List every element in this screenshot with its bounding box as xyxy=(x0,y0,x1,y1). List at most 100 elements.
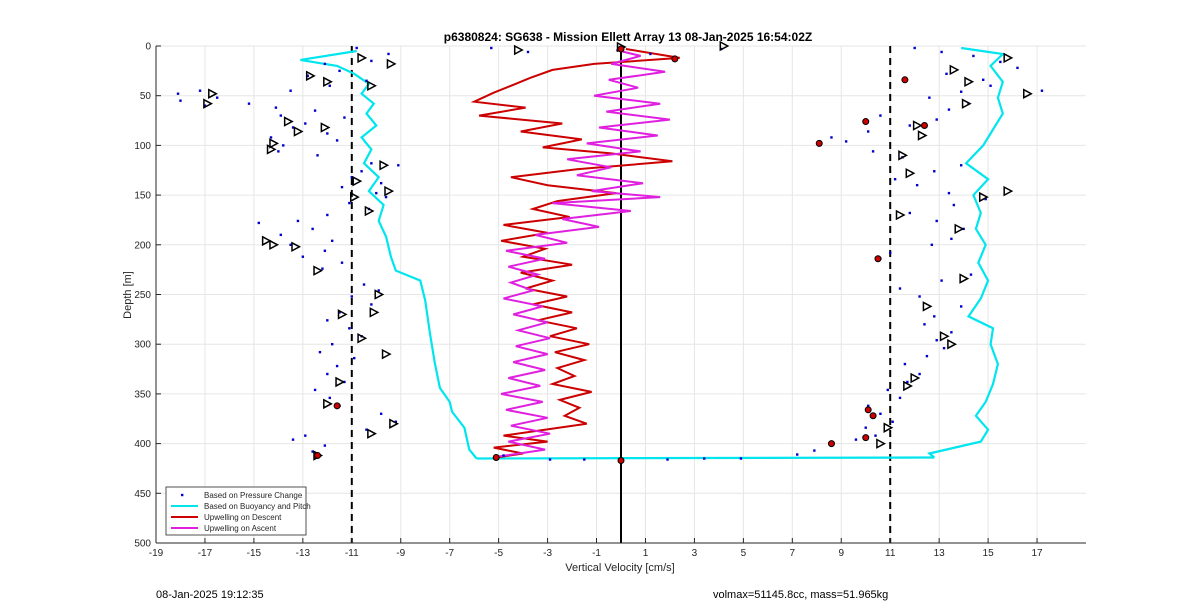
red-marker-6 xyxy=(862,434,870,442)
pressure-point-99 xyxy=(959,305,963,308)
pressure-point-39 xyxy=(257,221,260,225)
pressure-point-92 xyxy=(903,362,907,366)
pressure-point-47 xyxy=(321,267,324,270)
triangle-marker-42 xyxy=(905,167,916,179)
pressure-point-105 xyxy=(889,251,892,254)
pressure-point-139 xyxy=(490,46,493,50)
pressure-point-1 xyxy=(387,52,390,56)
y-tick-label-6: 300 xyxy=(134,340,151,351)
triangle-marker-35 xyxy=(949,64,960,76)
pressure-point-45 xyxy=(301,255,305,258)
pressure-point-132 xyxy=(982,78,985,81)
triangle-marker-46 xyxy=(1003,185,1014,197)
x-tick-label-2: -15 xyxy=(247,548,262,559)
x-tick-label-16: 13 xyxy=(934,548,946,559)
pressure-point-134 xyxy=(1016,66,1019,70)
triangle-marker-29 xyxy=(367,428,377,439)
triangle-marker-17 xyxy=(261,235,272,247)
pressure-point-82 xyxy=(854,438,858,441)
triangle-marker-18 xyxy=(269,239,280,251)
pressure-point-80 xyxy=(813,449,816,452)
pressure-point-5 xyxy=(306,74,309,78)
pressure-point-123 xyxy=(866,130,870,133)
triangle-marker-27 xyxy=(323,398,333,410)
legend-entry-2: Upwelling on Descent xyxy=(204,513,282,522)
red-marker-4 xyxy=(864,406,872,414)
triangle-marker-45 xyxy=(978,191,989,203)
pressure-point-48 xyxy=(362,283,366,286)
upwelling-ascent-line xyxy=(498,49,671,458)
pressure-point-10 xyxy=(176,92,180,95)
pressure-point-84 xyxy=(864,426,867,429)
pressure-point-27 xyxy=(370,162,373,165)
pressure-point-60 xyxy=(326,372,329,376)
pressure-point-46 xyxy=(340,261,344,264)
pressure-point-142 xyxy=(649,52,652,56)
triangle-marker-11 xyxy=(266,144,277,155)
red-marker-2 xyxy=(815,139,823,147)
y-tick-label-7: 350 xyxy=(134,389,151,400)
pressure-point-86 xyxy=(879,412,882,415)
triangle-marker-21 xyxy=(374,289,385,300)
pressure-point-62 xyxy=(313,388,317,392)
triangle-marker-13 xyxy=(352,175,363,187)
triangle-marker-28 xyxy=(389,418,399,429)
pressure-point-117 xyxy=(959,164,963,167)
x-tick-label-9: -1 xyxy=(592,548,601,559)
pressure-point-29 xyxy=(360,170,363,173)
pressure-point-121 xyxy=(844,140,848,143)
pressure-point-79 xyxy=(796,453,799,456)
y-tick-label-3: 150 xyxy=(134,191,151,202)
pressure-point-51 xyxy=(370,303,373,306)
pressure-point-129 xyxy=(928,96,931,99)
pressure-point-32 xyxy=(340,185,344,189)
buoyancy-line-ascent xyxy=(926,46,1006,459)
pressure-point-73 xyxy=(548,458,552,461)
red-marker-8 xyxy=(901,76,909,84)
red-marker-7 xyxy=(827,440,835,448)
pressure-point-56 xyxy=(331,343,334,346)
pressure-point-96 xyxy=(950,331,953,334)
pressure-point-40 xyxy=(311,227,314,231)
x-tick-label-12: 5 xyxy=(741,548,747,559)
x-tick-label-13: 7 xyxy=(790,548,796,559)
pressure-point-97 xyxy=(923,323,926,326)
pressure-point-93 xyxy=(925,354,929,358)
pressure-point-17 xyxy=(279,114,283,117)
legend-entry-3: Upwelling on Ascent xyxy=(204,524,277,533)
triangle-marker-37 xyxy=(1023,88,1033,99)
pressure-point-38 xyxy=(296,219,300,223)
triangle-marker-33 xyxy=(719,40,730,52)
triangle-marker-38 xyxy=(961,98,972,109)
y-tick-label-1: 50 xyxy=(140,91,152,102)
upwelling-descent-line xyxy=(470,48,680,459)
y-tick-label-2: 100 xyxy=(134,141,151,152)
pressure-point-115 xyxy=(893,177,897,181)
pressure-point-37 xyxy=(326,213,329,217)
pressure-point-26 xyxy=(316,154,319,157)
buoyancy-line-descent xyxy=(300,49,478,460)
x-tick-label-4: -11 xyxy=(345,548,359,559)
pressure-point-69 xyxy=(291,438,295,441)
x-tick-label-17: 15 xyxy=(983,548,995,559)
pressure-point-94 xyxy=(942,346,946,350)
triangle-marker-54 xyxy=(876,438,887,449)
triangle-marker-7 xyxy=(283,116,294,127)
triangle-marker-2 xyxy=(305,70,316,82)
pressure-point-100 xyxy=(918,295,921,298)
pressure-point-133 xyxy=(945,72,948,76)
triangle-marker-26 xyxy=(335,376,346,388)
chart-title: p6380824: SG638 - Mission Ellett Array 1… xyxy=(444,30,812,44)
x-tick-label-0: -19 xyxy=(149,548,164,559)
triangle-marker-50 xyxy=(947,338,957,350)
pressure-point-131 xyxy=(989,84,992,87)
triangle-marker-25 xyxy=(381,348,392,360)
red-marker-3 xyxy=(874,255,882,263)
pressure-point-6 xyxy=(365,79,368,82)
pressure-point-33 xyxy=(375,191,378,195)
pressure-point-98 xyxy=(933,315,936,318)
triangle-marker-1 xyxy=(386,58,397,70)
pressure-point-91 xyxy=(918,372,921,376)
red-marker-9 xyxy=(920,122,928,130)
pressure-point-87 xyxy=(866,404,870,408)
